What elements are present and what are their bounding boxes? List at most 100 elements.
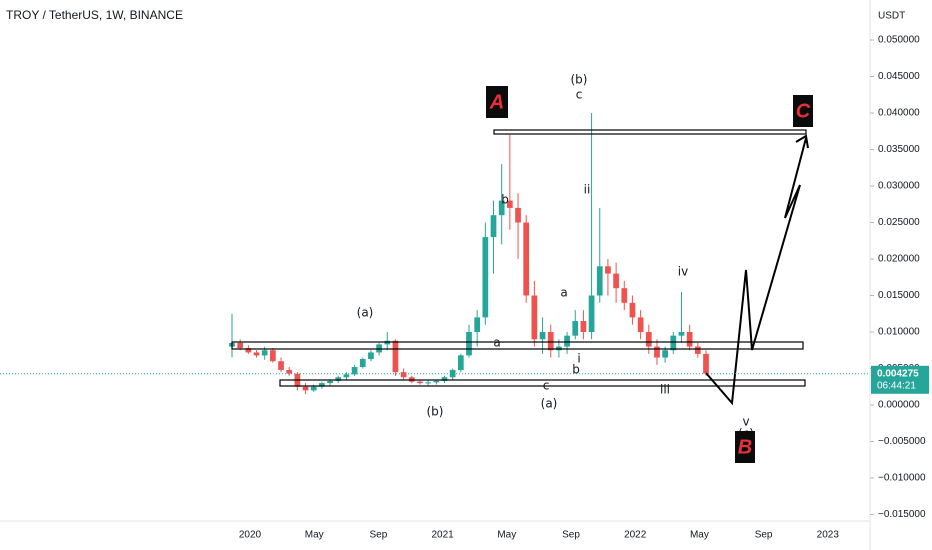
candle-body [605, 266, 611, 274]
candle-body [400, 372, 407, 378]
candle-body [286, 369, 293, 374]
candle-body [507, 200, 513, 208]
wave-annotation: b [572, 363, 580, 377]
y-tick-label: −0.010000 [878, 473, 926, 484]
range-box [231, 341, 804, 350]
wave-annotation: b [501, 193, 509, 207]
candle-body [359, 359, 366, 368]
x-tick-label: 2022 [624, 530, 647, 541]
candle-body [662, 350, 668, 358]
wave-annotation: (a) [541, 397, 558, 411]
candle-body [466, 332, 472, 356]
candle-body [515, 207, 521, 223]
candle-body [278, 361, 284, 370]
candle-body [417, 381, 423, 384]
candle-body [539, 332, 546, 340]
candle-body [433, 380, 440, 383]
candle-body [498, 200, 505, 216]
candle-body [588, 295, 595, 332]
candle-body [457, 355, 464, 370]
candle-body [474, 317, 481, 332]
wave-annotation: (b) [571, 73, 588, 87]
countdown: 06:44:21 [877, 380, 916, 391]
x-tick-label: Sep [562, 530, 580, 541]
last-price-label: 0.004275 [877, 368, 919, 379]
y-tick-label: 0.035000 [878, 144, 920, 155]
wave-annotation: c [543, 379, 550, 393]
x-tick-label: Sep [755, 530, 773, 541]
candle-body [678, 332, 685, 336]
candle-body [270, 350, 276, 362]
wave-label: A [489, 91, 504, 113]
candle-body [449, 369, 456, 378]
x-tick-label: 2023 [817, 530, 840, 541]
y-tick-label: 0.015000 [878, 290, 920, 301]
candle-body [572, 321, 579, 336]
wave-annotation: c [576, 88, 583, 102]
candle-body [327, 380, 333, 384]
wave-annotation: v [742, 415, 749, 429]
label-box [486, 86, 508, 118]
wave-annotation: (b) [427, 405, 444, 419]
axes: 0.050000 0.045000 0.040000 0.035000 0.030000… [239, 35, 926, 541]
candle-body [335, 377, 342, 381]
wave-annotation: a [493, 336, 500, 350]
candle-body [596, 266, 603, 296]
wave-annotation: iv [678, 265, 688, 279]
x-tick-label: 2021 [431, 530, 454, 541]
candle-body [645, 332, 652, 347]
candle-body [261, 350, 268, 356]
label-box [793, 95, 813, 127]
candle-body [441, 377, 448, 381]
wave-annotation: iii [660, 383, 670, 397]
candle-body [564, 335, 570, 347]
candle-body [490, 215, 497, 238]
candle-body [637, 317, 644, 332]
candle-body [629, 302, 636, 318]
y-tick-label: 0.000000 [878, 400, 920, 411]
range-box [493, 129, 807, 135]
candle-body [654, 346, 660, 358]
y-tick-label: 0.050000 [878, 35, 920, 46]
candle-body [351, 367, 358, 375]
candle-body [245, 348, 252, 353]
x-tick-label: 2020 [239, 530, 262, 541]
axis-unit: USDT [878, 11, 905, 22]
candle-body [425, 382, 431, 384]
chart-title: TROY / TetherUS, 1W, BINANCE [6, 8, 183, 22]
candle-body [703, 353, 709, 374]
candle-body [580, 321, 587, 332]
projection-arrow [705, 137, 807, 406]
label-box [735, 431, 755, 463]
y-tick-label: 0.020000 [878, 254, 920, 265]
candle-body [392, 340, 399, 373]
y-tick-label: 0.010000 [878, 327, 920, 338]
candle-body [368, 352, 374, 360]
candle-body [694, 346, 701, 354]
wave-label: B [738, 436, 752, 458]
wave-annotation: i [577, 352, 580, 366]
candle-body [253, 352, 260, 356]
y-tick-label: −0.015000 [878, 509, 926, 520]
candle-body [547, 332, 554, 351]
wave-annotation: ii [584, 183, 591, 197]
x-tick-label: May [305, 530, 324, 541]
wave-label: C [796, 100, 811, 122]
candle-body [319, 383, 325, 387]
arrow-head [795, 134, 809, 149]
candle-body [686, 332, 693, 347]
x-tick-label: Sep [370, 530, 388, 541]
x-tick-label: May [497, 530, 516, 541]
price-tag [871, 365, 929, 394]
candle-body [302, 386, 309, 391]
candle-body [343, 374, 350, 378]
candle-body [237, 342, 244, 349]
wave-annotation: a [560, 286, 567, 300]
candle-body [621, 288, 628, 303]
wave-annotation: (a) [357, 306, 374, 320]
candle-body [482, 237, 489, 318]
y-tick-label: −0.005000 [878, 436, 926, 447]
y-tick-label: 0.040000 [878, 108, 920, 119]
